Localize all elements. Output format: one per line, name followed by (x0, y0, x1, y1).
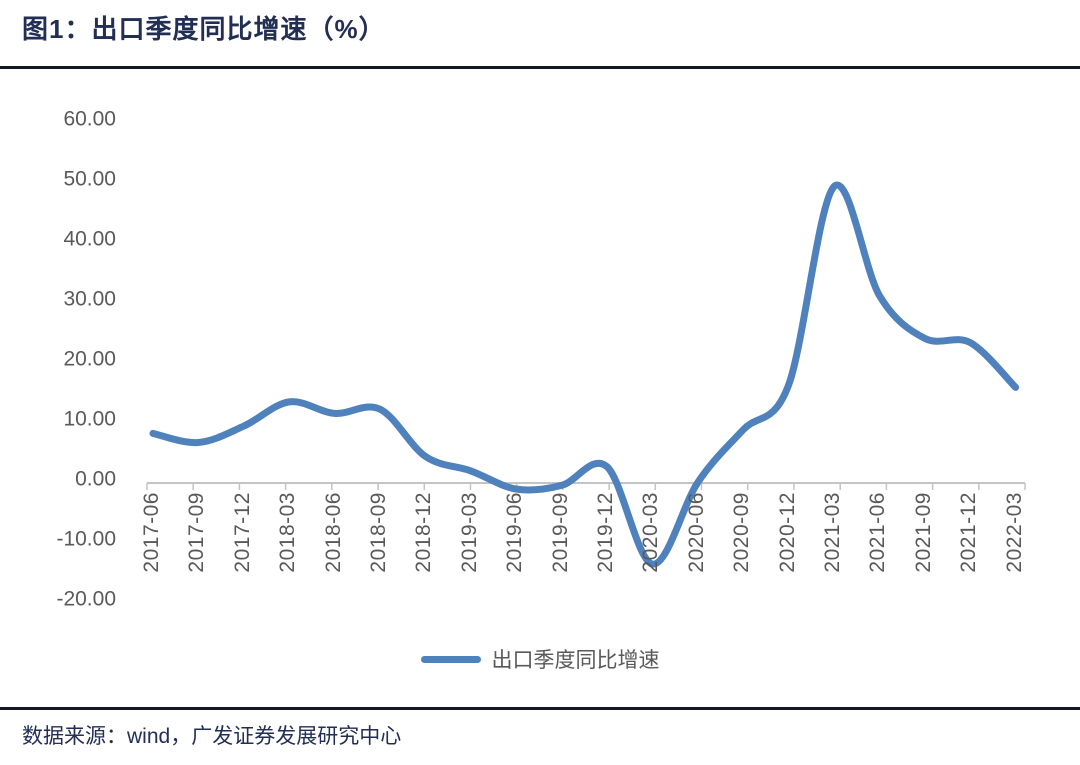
x-tick-label: 2020-09 (730, 492, 754, 573)
y-tick-label: 30.00 (63, 287, 116, 311)
x-axis-ticks (146, 483, 1026, 490)
y-tick-label: -10.00 (56, 527, 116, 551)
x-tick-label: 2019-06 (503, 492, 527, 573)
y-tick-label: 40.00 (63, 227, 116, 251)
x-tick-label: 2018-09 (367, 492, 390, 573)
x-tick-label: 2021-06 (866, 492, 890, 573)
x-tick-label: 2018-06 (321, 492, 345, 573)
x-tick-label: 2021-03 (821, 492, 844, 573)
x-tick-label: 2021-12 (957, 492, 981, 573)
figure-title: 图1：出口季度同比增速（%） (22, 14, 386, 44)
x-tick-label: 2020-12 (775, 492, 799, 573)
x-tick-label: 2020-06 (684, 492, 708, 573)
data-source: 数据来源：wind，广发证券发展研究中心 (22, 725, 402, 748)
y-tick-label: 50.00 (63, 167, 116, 191)
x-tick-label: 2017-06 (140, 492, 163, 573)
y-tick-label: 10.00 (63, 407, 116, 431)
footer-divider (0, 707, 1080, 710)
y-tick-label: 0.00 (75, 467, 116, 491)
x-tick-label: 2019-09 (548, 492, 572, 573)
x-tick-label: 2019-12 (594, 492, 617, 573)
x-tick-label: 2017-09 (185, 492, 209, 573)
x-tick-label: 2022-03 (1002, 492, 1026, 573)
series-line-path (149, 181, 1020, 568)
legend: 出口季度同比增速 (0, 644, 1080, 674)
legend-line-swatch (420, 655, 481, 663)
x-tick-label: 2021-09 (911, 492, 935, 573)
top-divider (0, 66, 1080, 69)
x-tick-label: 2017-12 (230, 492, 254, 573)
y-tick-label: 60.00 (63, 107, 116, 131)
x-tick-label: 2020-03 (639, 492, 663, 573)
chart-area: 60.00 50.00 40.00 30.00 20.00 10.00 0.00 -10.00… (0, 80, 1080, 625)
x-tick-label: 2018-12 (412, 492, 436, 573)
legend-label: 出口季度同比增速 (491, 649, 660, 672)
y-tick-label: 20.00 (63, 347, 116, 371)
y-tick-label: -20.00 (56, 587, 116, 611)
x-tick-label: 2018-03 (276, 492, 300, 573)
x-tick-label: 2019-03 (457, 492, 481, 573)
